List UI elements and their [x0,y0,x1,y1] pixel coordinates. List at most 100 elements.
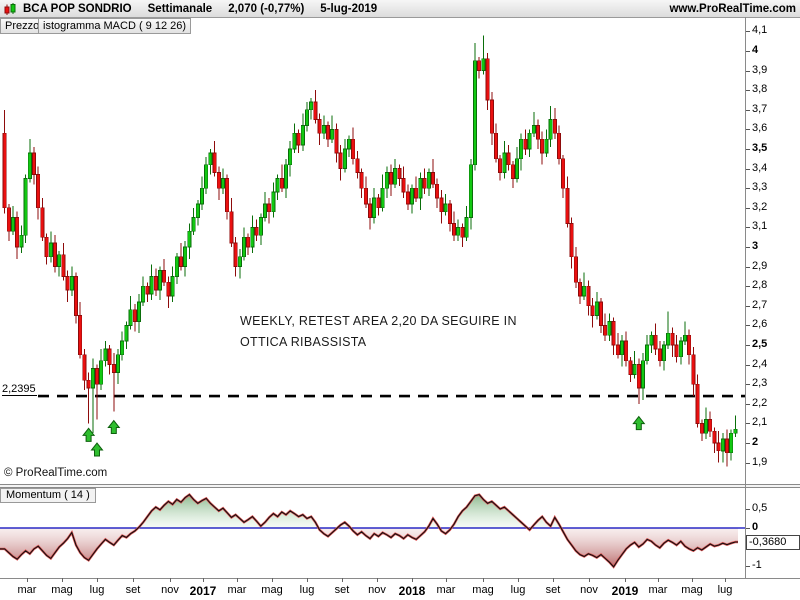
up-arrow-icon [632,415,646,431]
price-tick [746,247,750,248]
date-tick-label: mar [648,584,668,596]
date-tick [446,578,447,582]
price-tick-label: 3,2 [752,201,768,213]
price-tick [746,208,750,209]
quote-date: 5-lug-2019 [320,2,378,15]
axis-border [745,17,746,578]
candlestick-icon [4,2,16,15]
date-tick-label: nov [580,584,598,596]
momentum-tick-label: 0 [752,521,759,533]
date-tick [625,578,626,582]
momentum-tick [746,509,750,510]
date-tick [272,578,273,582]
date-tick [27,578,28,582]
date-tick-label: mar [436,584,456,596]
price-tick-label: 2,6 [752,318,768,330]
chart-annotation: WEEKLY, RETEST AREA 2,20 DA SEGUIRE IN O… [240,311,517,353]
price-tick-label: 2,3 [752,377,768,389]
price-tick [746,90,750,91]
price-tick-label: 3,1 [752,220,768,232]
date-tick-label: lug [89,584,105,596]
date-tick-label: mar [17,584,37,596]
price-tick [746,384,750,385]
up-arrow-icon [107,419,121,435]
price-tick [746,267,750,268]
momentum-tick [746,566,750,567]
momentum-chart[interactable] [0,487,745,578]
price-tick [746,71,750,72]
date-tick [170,578,171,582]
date-tick-label: mag [681,584,703,596]
price-tick-label: 2,8 [752,279,768,291]
price-tick-label: 2,4 [752,358,768,370]
price-tick [746,110,750,111]
price-tick-label: 2,5 [752,338,768,350]
price-tick-label: 2,7 [752,299,768,311]
date-tick [237,578,238,582]
price-tick-label: 2,1 [752,416,768,428]
momentum-tick-label: 0,5 [752,502,768,514]
tab-istogramma-macd[interactable]: istogramma MACD ( 9 12 26) [38,18,192,34]
price-tick-label: 4,1 [752,24,768,36]
date-tick [203,578,204,582]
date-tick [518,578,519,582]
tab-prezzo[interactable]: Prezzo [0,18,45,34]
date-tick-label: set [125,584,141,596]
price-tick-label: 3,8 [752,83,768,95]
price-tick [746,51,750,52]
date-tick-label: set [334,584,350,596]
price-tick [746,365,750,366]
annotation-line2: OTTICA RIBASSISTA [240,335,367,349]
website-link[interactable]: www.ProRealTime.com [669,2,796,15]
price-tick-label: 3,6 [752,122,768,134]
timeframe-label: Settimanale [147,2,213,15]
up-arrow-icon [82,427,96,442]
date-tick [589,578,590,582]
price-tick [746,129,750,130]
date-tick [692,578,693,582]
up-arrow-icon [90,442,104,457]
price-tick [746,463,750,464]
momentum-indicator-label: Momentum ( 14 ) [0,488,96,503]
date-tick-label: mag [261,584,283,596]
price-tick-label: 3,7 [752,103,768,115]
date-tick [483,578,484,582]
last-price: 2,070 (-0,77%) [228,2,305,15]
title-bar: BCA POP SONDRIO Settimanale 2,070 (-0,77… [0,0,800,18]
date-axis [0,578,800,600]
date-tick [62,578,63,582]
panel-separator [0,484,800,488]
price-tick [746,306,750,307]
price-tick-label: 3,4 [752,162,768,174]
price-tick [746,227,750,228]
date-tick-label: lug [717,584,733,596]
date-tick-label: nov [368,584,386,596]
price-tick-label: 4 [752,44,759,56]
date-tick [725,578,726,582]
date-tick [97,578,98,582]
date-tick [307,578,308,582]
price-tick-label: 3,5 [752,142,768,154]
momentum-current-value: -0,3680 [746,535,800,550]
date-tick-label: lug [299,584,315,596]
date-tick-label: mag [472,584,494,596]
date-tick [133,578,134,582]
price-tick [746,31,750,32]
price-tick-label: 1,9 [752,456,768,468]
price-tick [746,423,750,424]
price-tick [746,443,750,444]
price-tick-label: 3,3 [752,181,768,193]
price-chart[interactable] [0,17,745,484]
momentum-area [0,492,745,569]
date-tick-label: 2019 [611,584,639,598]
price-tick-label: 3,9 [752,64,768,76]
price-tick [746,286,750,287]
date-tick [377,578,378,582]
date-tick-label: 2018 [398,584,426,598]
price-tick-label: 2 [752,436,759,448]
date-tick [553,578,554,582]
price-tick-label: 2,2 [752,397,768,409]
momentum-tick-label: -1 [752,559,762,571]
candles [2,35,738,467]
